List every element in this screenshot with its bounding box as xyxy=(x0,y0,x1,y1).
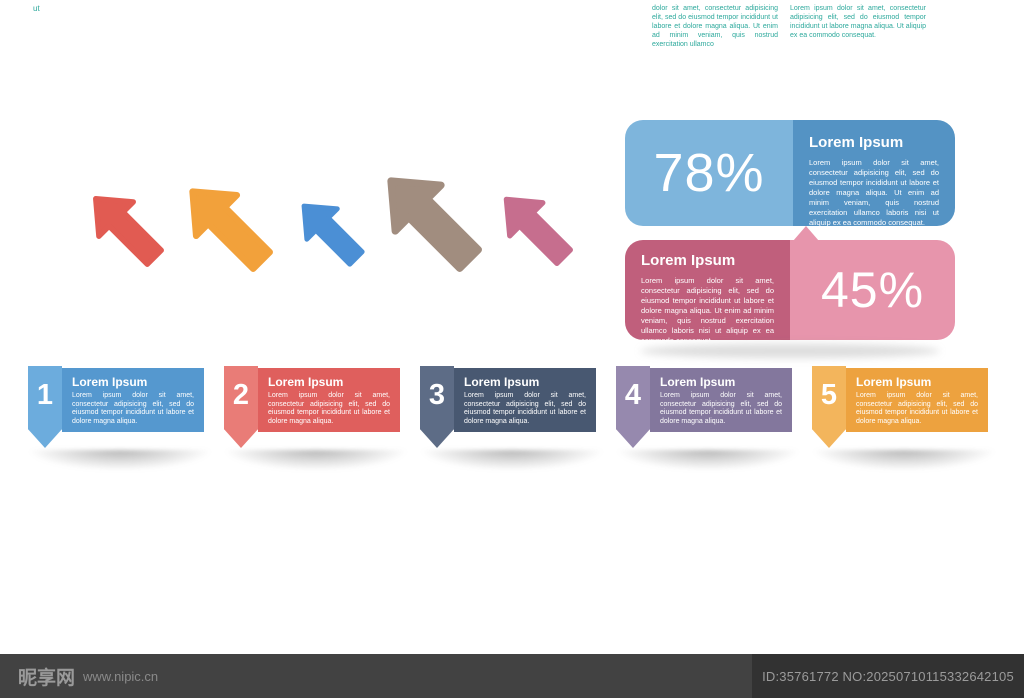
top-text-fragment-b: Lorem ipsum dolor sit amet, consectetur … xyxy=(790,5,926,39)
watermark-brand: 昵享网 xyxy=(18,667,76,689)
watermark-footer-bar: 昵享网 www.nipic.cn ID:35761772 NO:20250710… xyxy=(0,654,1024,698)
image-id-box: ID:35761772 NO:20250710115332642105 xyxy=(752,654,1024,698)
step-body: Lorem ipsum dolor sit amet, consectetur … xyxy=(72,392,194,425)
red-down-left-arrow-icon xyxy=(74,177,176,279)
step-content-box: Lorem Ipsum Lorem ipsum dolor sit amet, … xyxy=(62,368,204,432)
step-item-1: 1 Lorem Ipsum Lorem ipsum dolor sit amet… xyxy=(28,366,210,476)
stat-percent-panel: 78% xyxy=(625,120,793,226)
stat-percent-panel: 45% xyxy=(790,240,955,340)
top-text-fragment-small: ut xyxy=(33,4,40,13)
step-content-box: Lorem Ipsum Lorem ipsum dolor sit amet, … xyxy=(650,368,792,432)
step-number-tab: 5 xyxy=(812,366,846,448)
stat-body: Lorem ipsum dolor sit amet, consectetur … xyxy=(809,158,939,226)
pink-down-left-arrow-icon xyxy=(486,179,585,278)
step-shadow xyxy=(814,450,994,470)
step-shadow xyxy=(30,450,210,470)
stat-percent-value: 45% xyxy=(820,262,925,318)
step-body: Lorem ipsum dolor sit amet, consectetur … xyxy=(660,392,782,425)
watermark-url: www.nipic.cn xyxy=(83,668,159,684)
step-number-tab: 4 xyxy=(616,366,650,448)
stat-percent-value: 78% xyxy=(653,143,765,203)
stat-shadow xyxy=(640,344,940,358)
taupe-down-left-arrow-icon xyxy=(362,152,498,288)
orange-down-left-arrow-icon xyxy=(167,166,287,286)
image-id-text: ID:35761772 NO:20250710115332642105 xyxy=(762,668,1014,684)
step-item-4: 4 Lorem Ipsum Lorem ipsum dolor sit amet… xyxy=(616,366,798,476)
step-item-3: 3 Lorem Ipsum Lorem ipsum dolor sit amet… xyxy=(420,366,602,476)
watermark-brand-group: 昵享网 www.nipic.cn xyxy=(18,654,158,698)
stat-title: Lorem Ipsum xyxy=(641,252,736,269)
top-text-fragment-a: dolor sit amet, consectetur adipisicing … xyxy=(652,5,778,48)
step-item-5: 5 Lorem Ipsum Lorem ipsum dolor sit amet… xyxy=(812,366,994,476)
step-title: Lorem Ipsum xyxy=(464,375,540,389)
step-title: Lorem Ipsum xyxy=(268,375,344,389)
step-content-box: Lorem Ipsum Lorem ipsum dolor sit amet, … xyxy=(454,368,596,432)
step-shadow xyxy=(422,450,602,470)
pennant-notch xyxy=(793,226,819,241)
stat-text-panel: Lorem Ipsum Lorem ipsum dolor sit amet, … xyxy=(793,120,955,226)
step-number-tab: 1 xyxy=(28,366,62,448)
step-body: Lorem ipsum dolor sit amet, consectetur … xyxy=(464,392,586,425)
step-content-box: Lorem Ipsum Lorem ipsum dolor sit amet, … xyxy=(258,368,400,432)
blue-down-left-arrow-icon xyxy=(285,187,376,278)
step-number-tab: 2 xyxy=(224,366,258,448)
step-body: Lorem ipsum dolor sit amet, consectetur … xyxy=(856,392,978,425)
stat-title: Lorem Ipsum xyxy=(809,134,904,151)
step-item-2: 2 Lorem Ipsum Lorem ipsum dolor sit amet… xyxy=(224,366,406,476)
step-title: Lorem Ipsum xyxy=(72,375,148,389)
step-title: Lorem Ipsum xyxy=(856,375,932,389)
step-body: Lorem ipsum dolor sit amet, consectetur … xyxy=(268,392,390,425)
step-shadow xyxy=(226,450,406,470)
step-shadow xyxy=(618,450,798,470)
step-content-box: Lorem Ipsum Lorem ipsum dolor sit amet, … xyxy=(846,368,988,432)
stat-block-78: 78% Lorem Ipsum Lorem ipsum dolor sit am… xyxy=(625,120,955,226)
step-number-tab: 3 xyxy=(420,366,454,448)
stat-body: Lorem ipsum dolor sit amet, consectetur … xyxy=(641,276,774,340)
step-title: Lorem Ipsum xyxy=(660,375,736,389)
stat-block-45: Lorem Ipsum Lorem ipsum dolor sit amet, … xyxy=(625,240,955,340)
stat-text-panel: Lorem Ipsum Lorem ipsum dolor sit amet, … xyxy=(625,240,790,340)
